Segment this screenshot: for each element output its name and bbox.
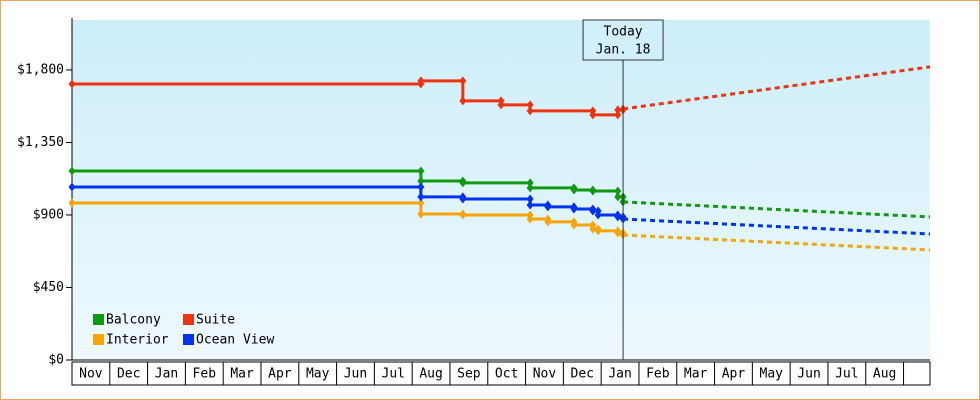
y-tick-label: $900 xyxy=(33,207,64,222)
price-marker xyxy=(544,217,552,227)
month-label: Dec xyxy=(117,367,140,382)
y-tick-label: $0 xyxy=(48,353,64,368)
price-marker xyxy=(526,183,534,193)
price-marker xyxy=(594,226,602,236)
price-marker xyxy=(614,212,622,222)
price-marker xyxy=(594,210,602,220)
price-marker xyxy=(526,200,534,210)
month-label: Mar xyxy=(230,367,254,382)
price-marker xyxy=(68,198,76,208)
month-label: Mar xyxy=(684,367,708,382)
price-marker xyxy=(589,224,597,234)
plot-area xyxy=(72,20,930,360)
month-row-bg xyxy=(71,361,931,386)
price-marker xyxy=(526,106,534,116)
price-marker xyxy=(570,220,578,230)
price-marker xyxy=(526,194,534,204)
legend-swatch xyxy=(183,314,194,325)
month-label: Jul xyxy=(382,367,405,382)
forecast-line xyxy=(623,200,931,219)
price-marker xyxy=(614,192,622,202)
price-marker xyxy=(526,214,534,224)
month-label: May xyxy=(760,367,784,382)
price-marker xyxy=(526,178,534,188)
price-marker xyxy=(417,198,425,208)
y-tick-label: $1,800 xyxy=(17,62,64,77)
price-marker xyxy=(570,185,578,195)
month-label: Feb xyxy=(193,367,217,382)
price-marker xyxy=(417,176,425,186)
price-marker xyxy=(589,206,597,216)
legend-label: Suite xyxy=(196,313,235,328)
price-marker xyxy=(459,210,467,220)
today-date: Jan. 18 xyxy=(596,43,651,58)
legend-label: Ocean View xyxy=(196,333,274,348)
legend-swatch xyxy=(93,334,104,345)
month-label: Jun xyxy=(344,367,367,382)
price-marker xyxy=(614,105,622,115)
month-label: Jan xyxy=(155,367,178,382)
month-label: Sep xyxy=(457,367,481,382)
price-marker xyxy=(614,186,622,196)
forecast-line xyxy=(622,65,931,111)
price-marker xyxy=(68,166,76,176)
month-label: Jan xyxy=(608,367,631,382)
month-label: Apr xyxy=(722,367,746,382)
price-marker xyxy=(614,110,622,120)
price-marker xyxy=(417,182,425,192)
price-marker xyxy=(589,186,597,196)
month-label: Nov xyxy=(79,367,103,382)
month-label: Dec xyxy=(571,367,594,382)
price-marker xyxy=(68,79,76,89)
legend-swatch xyxy=(183,334,194,345)
forecast-line xyxy=(623,217,931,236)
price-marker xyxy=(497,100,505,110)
month-label: Nov xyxy=(533,367,557,382)
price-marker xyxy=(570,204,578,214)
forecast-line xyxy=(623,233,931,252)
y-tick-label: $450 xyxy=(33,280,64,295)
price-marker xyxy=(68,182,76,192)
price-marker xyxy=(589,110,597,120)
price-marker xyxy=(459,194,467,204)
legend-label: Balcony xyxy=(106,313,161,328)
price-marker xyxy=(417,192,425,202)
month-label: Oct xyxy=(495,367,518,382)
price-marker xyxy=(459,96,467,106)
price-marker xyxy=(417,76,425,86)
legend-label: Interior xyxy=(106,333,169,348)
y-tick-label: $1,350 xyxy=(17,135,64,150)
price-marker xyxy=(459,76,467,86)
today-box xyxy=(582,19,664,61)
today-label: Today xyxy=(604,25,643,40)
month-label: May xyxy=(306,367,330,382)
price-marker xyxy=(417,209,425,219)
price-marker xyxy=(614,228,622,238)
month-label: Aug xyxy=(873,367,896,382)
month-label: Jul xyxy=(835,367,858,382)
price-marker xyxy=(544,202,552,212)
month-label: Aug xyxy=(419,367,442,382)
price-marker xyxy=(526,100,534,110)
price-marker xyxy=(417,166,425,176)
price-marker xyxy=(459,178,467,188)
month-label: Apr xyxy=(268,367,292,382)
month-label: Feb xyxy=(646,367,670,382)
month-row: Nov Dec Jan Feb Mar Apr May Jun Jul Aug Sep Oct Nov D… xyxy=(71,361,931,386)
month-label: Jun xyxy=(797,367,820,382)
legend-swatch xyxy=(93,314,104,325)
